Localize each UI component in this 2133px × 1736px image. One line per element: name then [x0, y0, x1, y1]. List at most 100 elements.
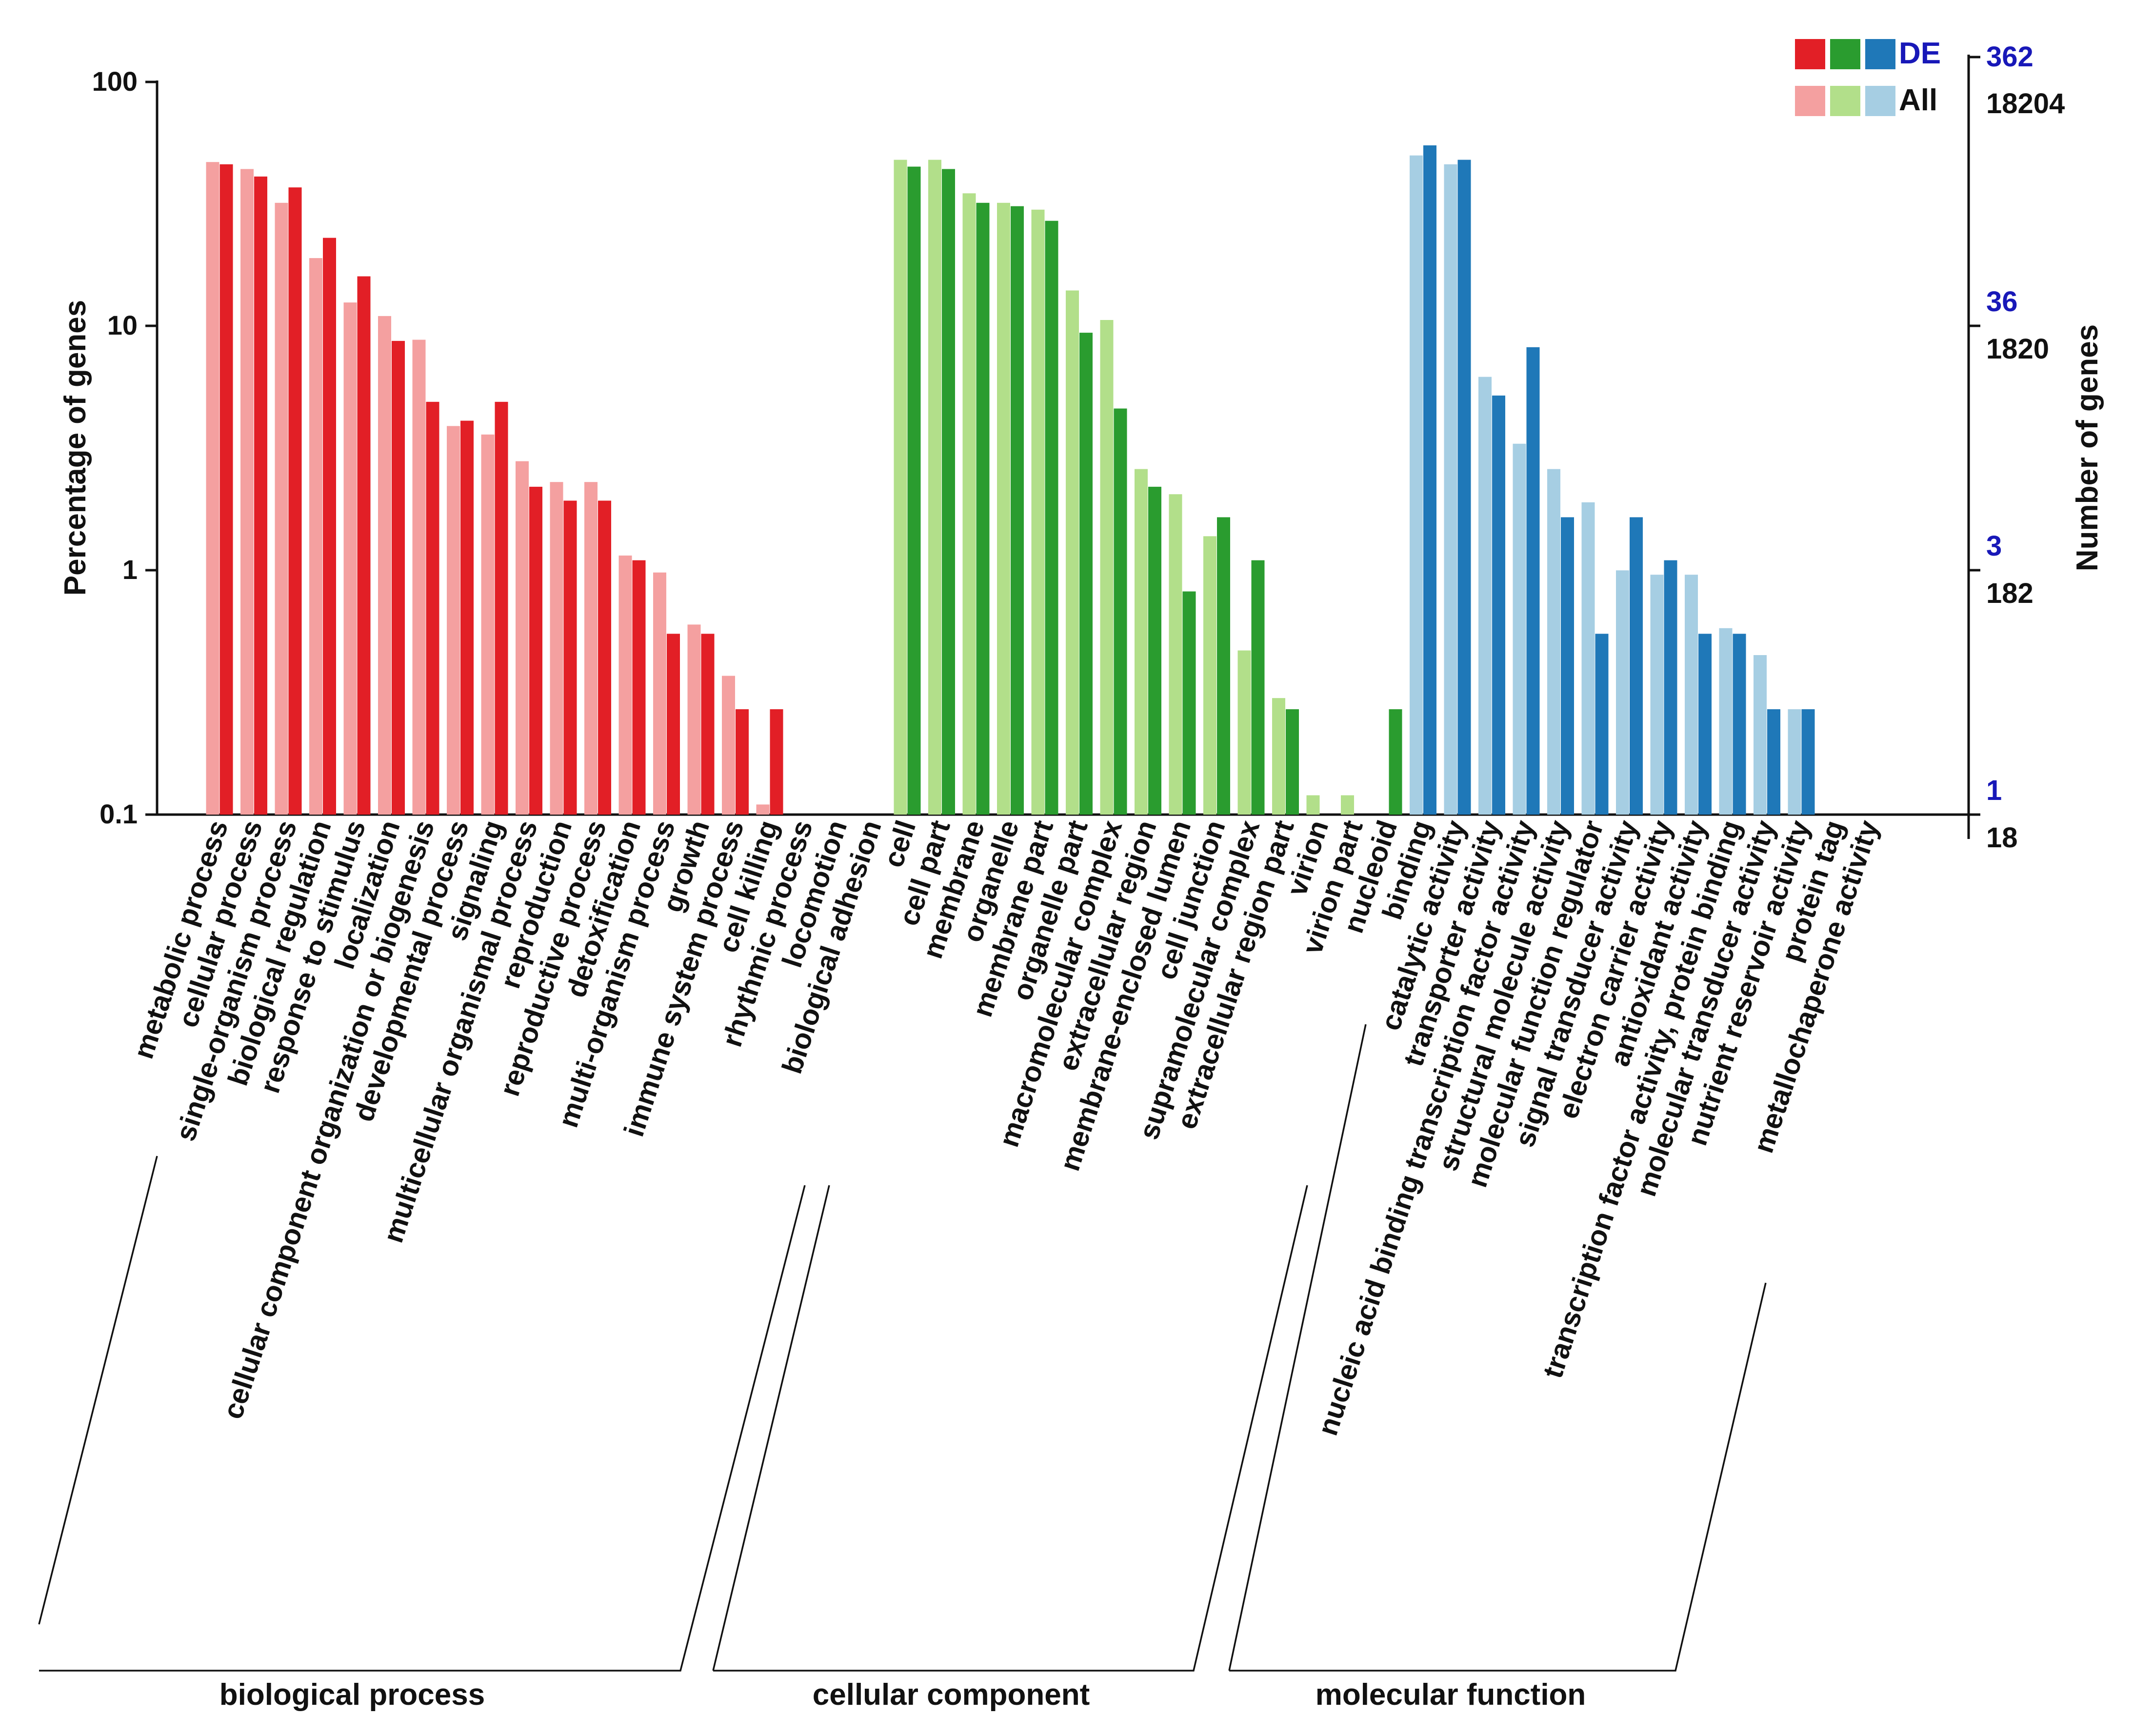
bracket-cellular-component — [712, 1185, 1308, 1672]
bar-all — [928, 160, 941, 815]
bar-all — [1237, 650, 1251, 815]
bar-all — [550, 482, 563, 815]
bar-all — [1135, 469, 1148, 815]
bar-de — [392, 340, 405, 815]
y-axis-right-label: Number of genes — [2071, 324, 2104, 571]
bar-all — [1547, 469, 1560, 815]
right-tick-all: 182 — [1986, 578, 2033, 609]
group-title-cellular-component: cellular component — [813, 1678, 1090, 1712]
bar-de — [529, 486, 542, 815]
legend: DE All — [1795, 37, 1941, 117]
legend-swatch-all-green — [1830, 86, 1860, 116]
group-brackets — [38, 1024, 1767, 1672]
bar-all — [722, 676, 735, 815]
bars — [206, 145, 1815, 815]
bar-all — [412, 339, 426, 815]
bar-all — [1478, 377, 1492, 815]
bar-de — [1767, 709, 1780, 815]
bar-all — [275, 202, 288, 815]
bar-de — [907, 166, 921, 815]
right-tick-all: 18204 — [1986, 88, 2065, 120]
right-tick-de: 1 — [1986, 775, 2002, 806]
group-title-biological-process: biological process — [219, 1678, 485, 1712]
bar-de — [1251, 560, 1265, 815]
bar-de — [1595, 634, 1609, 815]
left-tick-label: 100 — [92, 66, 138, 97]
bar-de — [1389, 709, 1402, 815]
bar-all — [1410, 155, 1423, 815]
legend-swatch-all-red — [1795, 86, 1825, 116]
bar-all — [378, 316, 391, 815]
left-tick-label: 0.1 — [100, 798, 138, 829]
bar-all — [687, 624, 701, 815]
bar-de — [1286, 709, 1299, 815]
right-ticks — [1969, 56, 1980, 816]
legend-swatch-de-green — [1830, 39, 1860, 69]
bar-all — [1031, 209, 1045, 815]
bar-de — [1114, 408, 1127, 815]
bar-de — [667, 634, 680, 815]
bar-all — [1203, 536, 1216, 815]
right-tick-de: 362 — [1986, 41, 2033, 73]
bar-all — [618, 555, 632, 815]
bar-de — [1492, 395, 1505, 815]
bar-de — [1561, 517, 1574, 815]
bar-all — [1066, 290, 1079, 815]
bar-de — [1423, 145, 1436, 815]
right-tick-de: 36 — [1986, 286, 2018, 318]
bar-de — [736, 709, 749, 815]
bar-de — [288, 187, 302, 815]
bar-all — [1754, 655, 1767, 815]
bar-de — [1733, 634, 1746, 815]
bar-all — [962, 193, 976, 815]
bar-all — [1306, 795, 1320, 815]
bar-all — [1444, 164, 1457, 815]
right-tick-all: 18 — [1986, 822, 2018, 854]
bar-de — [1526, 347, 1540, 815]
bar-all — [240, 169, 254, 815]
bar-all — [1788, 709, 1801, 815]
bar-all — [997, 202, 1010, 815]
bar-de — [357, 276, 371, 815]
bar-de — [701, 634, 715, 815]
bar-all — [1685, 575, 1698, 815]
bar-all — [1341, 795, 1354, 815]
legend-swatch-de-red — [1795, 39, 1825, 69]
bar-de — [495, 401, 508, 815]
bar-all — [481, 434, 495, 815]
bracket-molecular-function — [1228, 1024, 1767, 1672]
bar-all — [756, 804, 770, 815]
bar-de — [1698, 634, 1712, 815]
bar-de — [1664, 560, 1677, 815]
bar-all — [1513, 443, 1526, 815]
bar-de — [323, 238, 336, 815]
bar-all — [1581, 502, 1595, 815]
bar-de — [426, 401, 439, 815]
legend-swatch-de-blue — [1865, 39, 1895, 69]
bar-all — [447, 426, 460, 815]
bar-de — [1801, 709, 1815, 815]
bar-de — [1079, 333, 1093, 815]
bar-de — [219, 164, 233, 815]
bar-de — [460, 420, 474, 815]
bar-de — [1457, 160, 1471, 815]
bar-all — [1650, 575, 1664, 815]
bar-all — [1169, 494, 1182, 815]
bar-de — [1182, 591, 1196, 815]
bar-all — [1616, 570, 1629, 815]
bar-de — [254, 176, 267, 815]
bar-de — [1217, 517, 1230, 815]
left-tick-label: 10 — [107, 310, 138, 340]
group-titles: biological process cellular component mo… — [219, 1678, 1586, 1712]
legend-swatch-all-blue — [1865, 86, 1895, 116]
bar-all — [1272, 698, 1285, 815]
right-tick-labels: 362 18204 36 1820 3 182 1 18 — [1986, 41, 2065, 854]
legend-all-label: All — [1899, 83, 1937, 117]
legend-de-label: DE — [1899, 37, 1941, 70]
y-axis-label: Percentage of genes — [59, 300, 92, 596]
bar-de — [1148, 486, 1161, 815]
bar-de — [632, 560, 646, 815]
bar-de — [1045, 220, 1058, 815]
